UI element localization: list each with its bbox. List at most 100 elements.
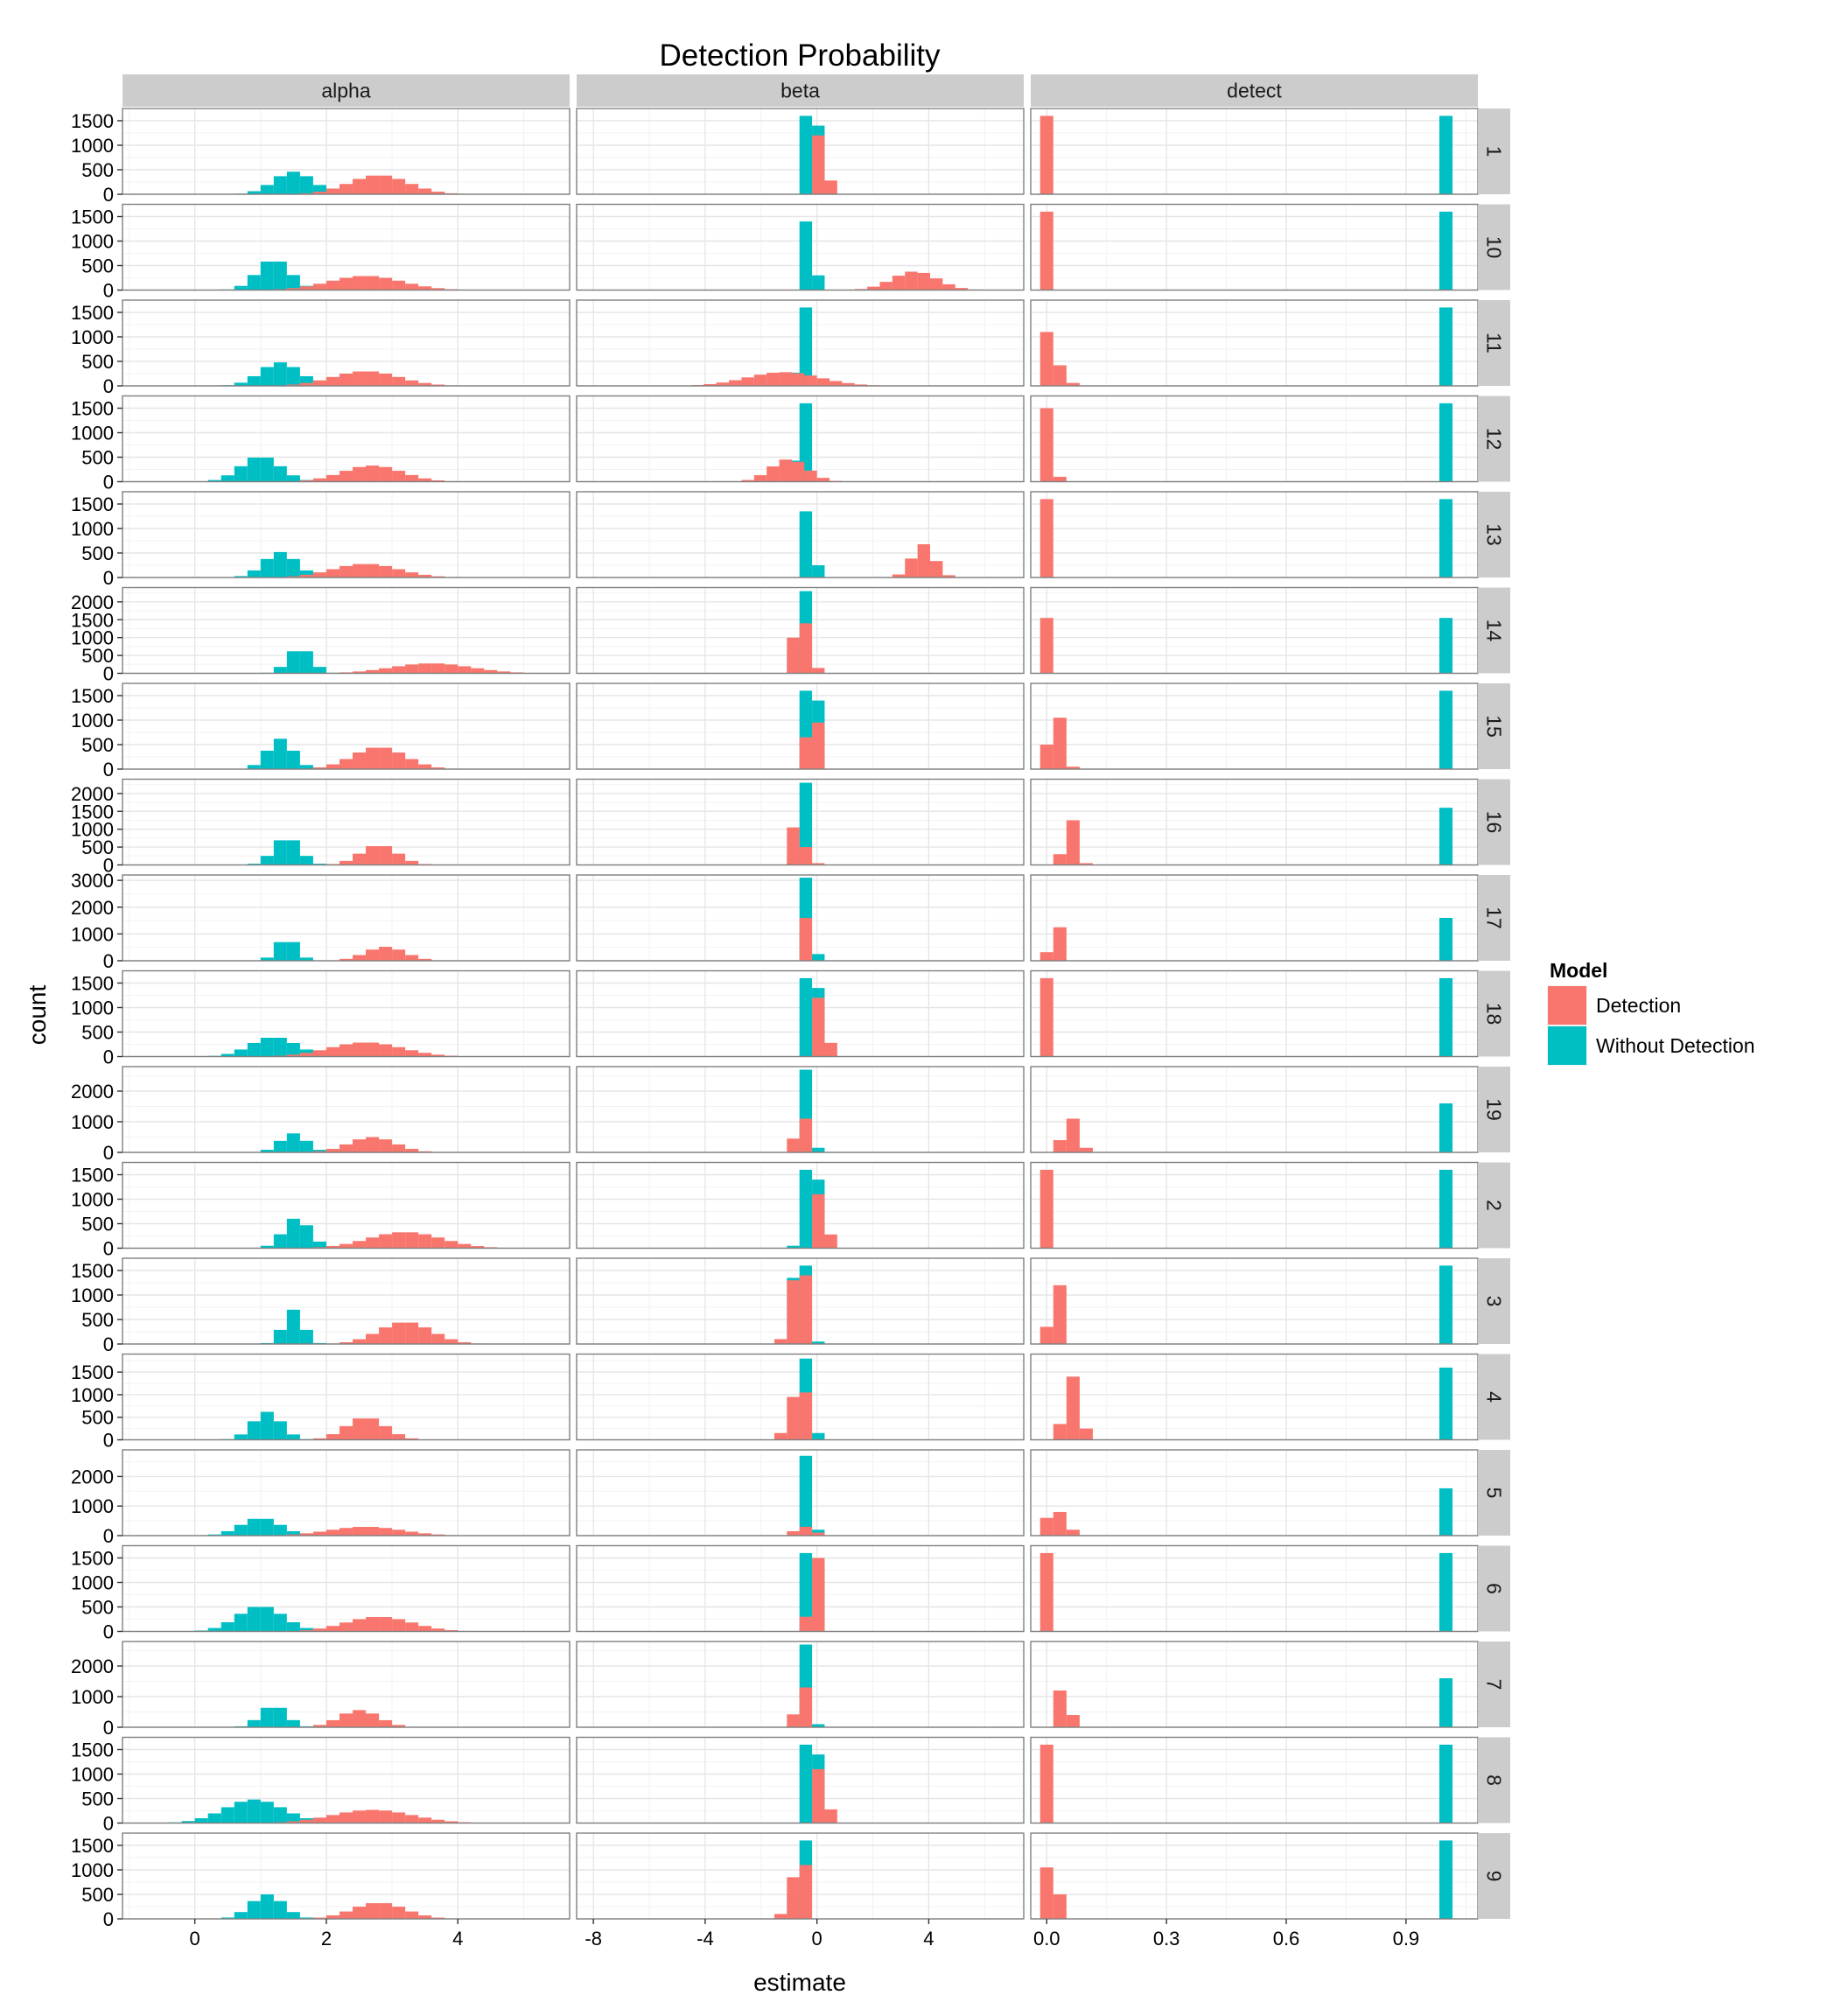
histogram-bar [260, 856, 274, 865]
panel-background [1031, 396, 1478, 482]
histogram-bar [418, 764, 432, 769]
facet-panel [122, 1832, 570, 1920]
histogram-bar [392, 1725, 406, 1727]
panel-border [122, 395, 570, 483]
histogram-bar [444, 1630, 458, 1632]
row-strip [1478, 396, 1510, 482]
facet-panel [122, 108, 570, 195]
histogram-bar [774, 1914, 788, 1919]
histogram-bar [299, 1053, 313, 1057]
y-tick-label: 1500 [71, 609, 114, 631]
histogram-bar [299, 1140, 313, 1152]
facet-panel [576, 299, 1025, 387]
histogram-bar [260, 1518, 274, 1536]
histogram-bar [312, 478, 326, 482]
histogram-bar [892, 574, 906, 578]
facet-panel [1030, 1066, 1479, 1153]
histogram-bar [247, 191, 261, 194]
histogram-bar [326, 188, 340, 194]
histogram-bar [379, 1719, 393, 1727]
x-tick-label: 2 [321, 1928, 332, 1950]
panel-background [122, 1162, 570, 1249]
histogram-bar [431, 1819, 445, 1824]
facet-panel [1030, 491, 1479, 578]
y-tick-label: 500 [81, 159, 114, 181]
histogram-bar [247, 1606, 261, 1632]
histogram-bar [791, 461, 805, 482]
histogram-bar [405, 1050, 419, 1057]
histogram-bar [753, 374, 767, 386]
histogram-bar [458, 1243, 472, 1249]
histogram-bar [1438, 1367, 1453, 1440]
histogram-bar [312, 1628, 326, 1632]
histogram-bar [1040, 116, 1054, 194]
panel-background [1031, 1258, 1478, 1344]
histogram-bar [247, 1719, 261, 1727]
y-tick-label: 500 [81, 836, 114, 858]
histogram-bar [353, 955, 367, 961]
histogram-bar [1066, 1118, 1080, 1152]
histogram-bar [234, 576, 248, 578]
histogram-bar [379, 846, 393, 865]
histogram-bar [824, 1809, 837, 1824]
facet-panel [1030, 1832, 1479, 1920]
y-tick-label: 1500 [71, 1740, 114, 1761]
histogram-bar [353, 1907, 367, 1919]
histogram-bar [260, 1707, 274, 1727]
histogram-bar [418, 958, 432, 961]
histogram-bar [392, 1907, 406, 1919]
histogram-bar [247, 1421, 261, 1440]
histogram-bar [741, 480, 754, 482]
histogram-bar [1053, 1894, 1067, 1919]
histogram-bar [774, 1339, 788, 1344]
y-tick-label: 1500 [71, 1835, 114, 1857]
facet-panel [576, 1353, 1025, 1441]
histogram-bar [353, 1619, 367, 1632]
chart-title: Detection Probability [660, 38, 941, 73]
panel-border [122, 299, 570, 387]
histogram-bar [379, 947, 393, 961]
histogram-bar [791, 373, 805, 386]
histogram-bar [812, 1341, 825, 1344]
y-tick-label: 0 [103, 1238, 114, 1260]
panel-background [122, 1354, 570, 1440]
histogram-bar [787, 1138, 800, 1152]
y-tick-label: 3000 [71, 870, 114, 892]
histogram-bar [930, 561, 943, 578]
histogram-bar [339, 759, 354, 769]
y-tick-label: 1500 [71, 1362, 114, 1383]
histogram-bar [418, 382, 432, 386]
facet-panel [576, 586, 1025, 675]
panel-border [576, 1544, 1025, 1633]
facet-panel [122, 682, 570, 770]
facet-panel [576, 1066, 1025, 1153]
histogram-bar [804, 470, 817, 482]
panel-background [122, 1642, 570, 1727]
histogram-bar [1053, 1690, 1067, 1727]
panel-border [576, 1641, 1025, 1728]
histogram-bar [867, 286, 880, 290]
facet-panel [576, 970, 1025, 1058]
histogram-bar [779, 372, 792, 386]
histogram-bar [273, 1707, 287, 1727]
histogram-bar [234, 1614, 248, 1632]
histogram-bar [704, 383, 717, 386]
histogram-bar [207, 480, 221, 482]
histogram-bar [326, 1530, 340, 1536]
histogram-bar [366, 175, 380, 194]
histogram-bar [431, 1334, 445, 1344]
histogram-bar [812, 1147, 825, 1152]
column-strip [1031, 74, 1478, 107]
panel-border [122, 1161, 570, 1250]
row-strip-label: 13 [1483, 523, 1506, 546]
panel-background [122, 587, 570, 674]
legend-item-label: Detection [1596, 994, 1681, 1017]
histogram-bar [353, 671, 367, 674]
histogram-bar [234, 1524, 248, 1536]
row-strip [1478, 492, 1510, 578]
histogram-bar [247, 765, 261, 769]
histogram-bar [366, 1237, 380, 1249]
histogram-bar [286, 384, 300, 386]
histogram-bar [339, 1528, 354, 1536]
panel-border [122, 1832, 570, 1920]
